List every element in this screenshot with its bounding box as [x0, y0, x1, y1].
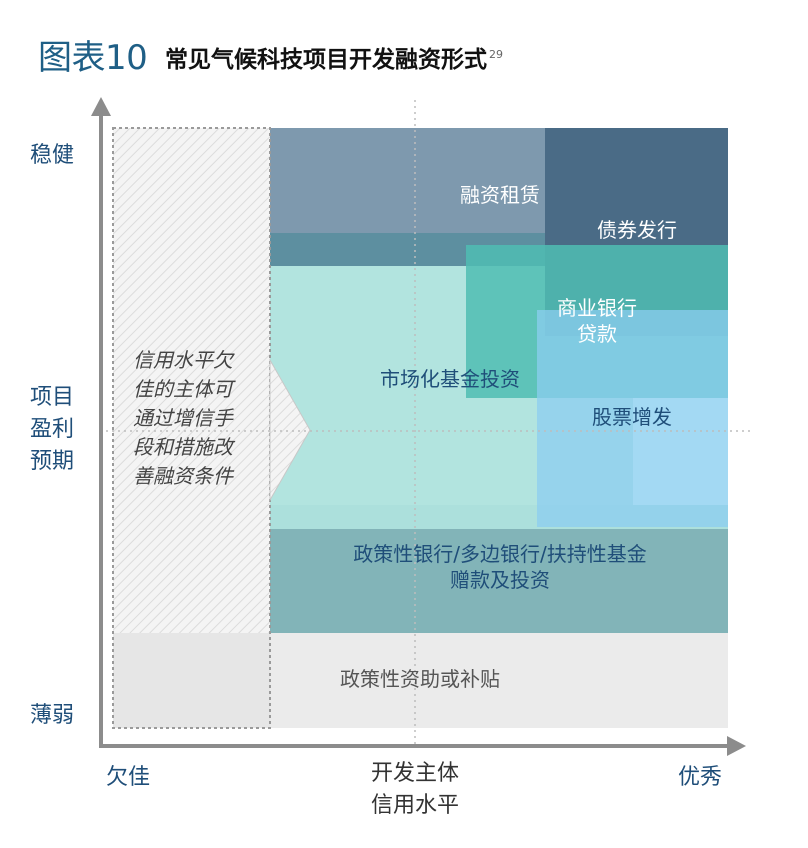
note-line: 段和措施改: [133, 435, 233, 459]
note-line: 信用水平欠: [133, 348, 233, 372]
equity-right-shade: [633, 398, 728, 505]
figure-title: 常见气候科技项目开发融资形式 29: [165, 40, 503, 74]
x-axis-middle-line: 开发主体: [370, 761, 459, 786]
y-axis-top-label: 稳健: [30, 143, 75, 168]
market-fund-label: 市场化基金投资: [380, 367, 520, 391]
y-axis-arrowhead: [91, 97, 111, 116]
policy-bank-line: 赠款及投资: [450, 568, 550, 592]
y-axis-middle-line: 项目: [30, 385, 75, 410]
x-axis-left-label: 欠佳: [106, 765, 151, 790]
figure-title-text: 常见气候科技项目开发融资形式: [165, 47, 487, 73]
policy-bank-label: 政策性银行/多边银行/扶持性基金 赠款及投资: [290, 541, 710, 593]
footnote-ref: 29: [489, 48, 503, 62]
note-box-text: 信用水平欠 佳的主体可 通过增信手 段和措施改 善融资条件: [133, 346, 233, 491]
note-line: 善融资条件: [133, 464, 233, 488]
x-axis-arrowhead: [727, 736, 746, 756]
y-axis-middle-line: 预期: [30, 449, 75, 474]
equity-label: 股票增发: [592, 405, 672, 429]
policy-bank-line: 政策性银行/多边银行/扶持性基金: [353, 542, 647, 566]
y-axis-bottom-label: 薄弱: [30, 703, 75, 728]
x-axis-middle-label: 开发主体 信用水平: [345, 758, 485, 822]
x-axis-middle-line: 信用水平: [370, 793, 459, 818]
bank-loan-line: 贷款: [577, 322, 617, 346]
note-arrow: [269, 358, 311, 502]
y-axis-middle-line: 盈利: [30, 417, 75, 442]
y-axis-middle-label: 项目 盈利 预期: [30, 382, 74, 478]
bank-loan-label: 商业银行 贷款: [537, 295, 657, 347]
financing-lease-label: 融资租赁: [460, 183, 540, 207]
policy-subsidy-block: [270, 633, 728, 728]
note-box-lower: [113, 633, 270, 728]
note-line: 佳的主体可: [133, 377, 233, 401]
x-axis-right-label: 优秀: [678, 765, 723, 790]
note-box-upper: [113, 128, 270, 633]
bonds-label: 债券发行: [597, 218, 677, 242]
note-line: 通过增信手: [133, 406, 233, 430]
policy-subsidy-label: 政策性资助或补贴: [340, 667, 500, 691]
bank-loan-line: 商业银行: [557, 296, 637, 320]
figure-number: 图表10: [38, 38, 148, 78]
